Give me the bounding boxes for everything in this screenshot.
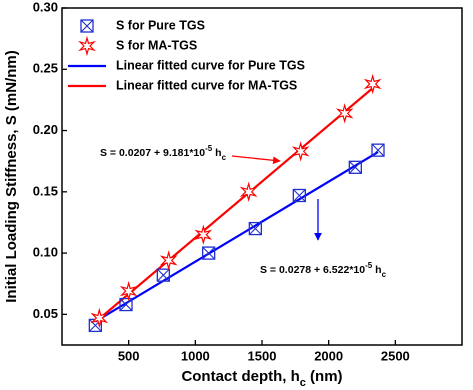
x-axis-title-part: Contact depth, h bbox=[181, 368, 299, 385]
marker-box bbox=[248, 221, 262, 236]
legend-marker bbox=[78, 35, 96, 57]
marker-cross bbox=[80, 19, 94, 33]
marker-cross bbox=[202, 246, 216, 260]
annotation-part: -5 bbox=[365, 261, 373, 270]
legend-label: Linear fitted curve for Pure TGS bbox=[116, 58, 305, 72]
annotation-part: c bbox=[382, 270, 387, 279]
y-axis-title: Initial Loading Stiffness, S (mN/nm) bbox=[3, 50, 20, 303]
annotation-part: h bbox=[372, 264, 381, 276]
annotation-part: -5 bbox=[205, 144, 213, 153]
x-tick-label: 500 bbox=[118, 348, 140, 363]
y-tick-label: 0.20 bbox=[33, 122, 58, 137]
marker-cross bbox=[156, 268, 170, 282]
marker-box bbox=[348, 160, 362, 174]
marker-box bbox=[371, 143, 385, 157]
data-point bbox=[239, 181, 258, 203]
y-tick-label: 0.05 bbox=[33, 306, 58, 321]
marker-cross bbox=[348, 160, 362, 174]
marker-cross bbox=[248, 222, 262, 235]
marker-cross bbox=[371, 143, 385, 157]
annotation-part: S = 0.0278 + 6.522*10 bbox=[260, 264, 365, 276]
fit-line bbox=[98, 87, 374, 320]
annotation-part: h bbox=[212, 147, 221, 159]
marker-box bbox=[156, 268, 170, 282]
x-tick-label: 2000 bbox=[314, 348, 343, 363]
data-point bbox=[348, 160, 362, 174]
legend-label: S for MA-TGS bbox=[116, 38, 197, 52]
marker-box bbox=[202, 246, 216, 260]
data-point bbox=[159, 250, 178, 271]
data-point bbox=[335, 103, 354, 124]
y-tick-label: 0.25 bbox=[33, 61, 58, 76]
data-point bbox=[119, 280, 138, 302]
marker-cross bbox=[292, 189, 306, 202]
marker-box bbox=[292, 188, 306, 203]
x-axis-title-part: c bbox=[300, 377, 306, 389]
legend-label: S for Pure TGS bbox=[116, 18, 205, 32]
legend-marker bbox=[80, 19, 94, 33]
y-tick-label: 0.30 bbox=[33, 0, 58, 14]
y-tick-label: 0.15 bbox=[33, 183, 58, 198]
annotation: S = 0.0207 + 9.181*10-5 hc bbox=[100, 144, 227, 162]
legend-label: Linear fitted curve for MA-TGS bbox=[116, 78, 297, 92]
x-tick-label: 1500 bbox=[248, 348, 277, 363]
annotation-arrow bbox=[231, 155, 281, 165]
marker-box bbox=[119, 297, 133, 312]
annotation-part: c bbox=[222, 153, 227, 162]
data-point bbox=[119, 297, 133, 312]
x-tick-label: 2500 bbox=[381, 348, 410, 363]
data-point bbox=[156, 268, 170, 282]
data-point bbox=[292, 188, 306, 203]
x-tick-label: 1000 bbox=[181, 348, 210, 363]
annotation: S = 0.0278 + 6.522*10-5 hc bbox=[260, 261, 387, 279]
data-point bbox=[291, 141, 310, 162]
data-point bbox=[371, 143, 385, 157]
x-axis-title-part: (nm) bbox=[306, 368, 343, 385]
y-tick-label: 0.10 bbox=[33, 245, 58, 260]
data-point bbox=[194, 224, 213, 245]
data-point bbox=[90, 307, 109, 329]
annotation-part: S = 0.0207 + 9.181*10 bbox=[100, 147, 205, 159]
x-axis-title: Contact depth, hc (nm) bbox=[181, 368, 342, 389]
data-point bbox=[248, 221, 262, 236]
data-point bbox=[363, 73, 382, 95]
data-point bbox=[202, 246, 216, 260]
marker-box bbox=[80, 19, 94, 33]
fit-line bbox=[94, 151, 379, 323]
marker-cross bbox=[119, 298, 133, 311]
